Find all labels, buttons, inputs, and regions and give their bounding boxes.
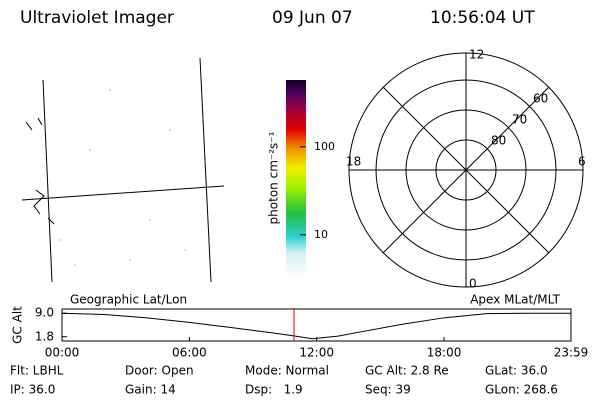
x-tick-label: 06:00	[172, 346, 207, 360]
y-tick-label: 1.8	[35, 329, 54, 343]
status-field: GC Alt: 2.8 Re	[365, 364, 449, 378]
lat-label: 60	[533, 92, 548, 106]
x-tick-label: 18:00	[427, 346, 462, 360]
x-tick-label: 23:59	[554, 346, 589, 360]
lat-ring	[375, 79, 557, 261]
time: 10:56:04 UT	[430, 8, 535, 28]
status-field: Gain: 14	[125, 383, 176, 397]
mlt-label: 18	[346, 155, 361, 169]
status-field: GLat: 36.0	[485, 364, 548, 378]
colorbar-label: photon cm⁻²s⁻¹	[267, 131, 281, 224]
status-field: IP: 36.0	[10, 383, 55, 397]
lat-label: 70	[512, 113, 527, 127]
status-field: Flt: LBHL	[10, 364, 64, 378]
x-tick-label: 00:00	[45, 346, 80, 360]
map	[21, 57, 225, 283]
mlt-label: 6	[578, 155, 586, 169]
y-label: GC Alt	[11, 306, 25, 344]
colorbar-tick-label: 10	[314, 228, 328, 241]
status-field: Dsp: 1.9	[245, 383, 303, 397]
left-label: Geographic Lat/Lon	[70, 293, 187, 307]
status-field: GLon: 268.6	[485, 383, 558, 397]
altitude-line	[61, 312, 571, 340]
lat-ring	[435, 139, 497, 201]
polar-plot	[348, 52, 584, 288]
lat-ring	[405, 109, 527, 231]
status-field: Door: Open	[125, 364, 194, 378]
title: Ultraviolet Imager	[20, 8, 174, 28]
y-tick-label: 9.0	[35, 306, 54, 320]
colorbar	[286, 80, 306, 276]
status-field: Mode: Normal	[245, 364, 329, 378]
date: 09 Jun 07	[272, 8, 353, 28]
right-label: Apex MLat/MLT	[470, 293, 560, 307]
x-tick-label: 12:00	[299, 346, 334, 360]
colorbar-tick-label: 100	[314, 140, 335, 153]
mlt-label: 0	[469, 277, 477, 291]
status-field: Seq: 39	[365, 383, 411, 397]
lat-label: 80	[491, 134, 506, 148]
mlt-label: 12	[469, 48, 484, 62]
